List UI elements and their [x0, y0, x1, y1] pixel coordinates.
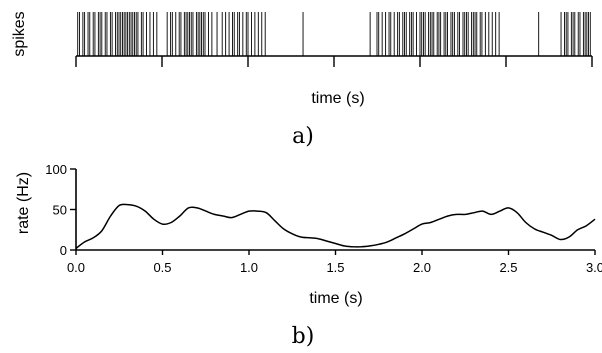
rate-y-tick-label: 100 [45, 162, 67, 177]
rate-x-tick-label: 1.5 [326, 260, 344, 275]
rate-y-ticks: 0 50 100 [45, 162, 76, 258]
rate-y-tick-label: 0 [60, 243, 67, 258]
panel-label-a: a) [292, 124, 314, 149]
rate-x-tick-label: 2.0 [413, 260, 431, 275]
raster-panel: spikes time (s) a) [11, 11, 593, 149]
raster-x-label: time (s) [311, 90, 364, 107]
rate-x-ticks: 0.0 0.5 1.0 1.5 2.0 2.5 3.0 [67, 250, 602, 275]
rate-x-tick-label: 1.0 [240, 260, 258, 275]
raster-x-ticks [75, 56, 593, 67]
rate-x-label: time (s) [309, 290, 362, 307]
rate-x-tick-label: 0.5 [153, 260, 171, 275]
rate-x-tick-label: 2.5 [499, 260, 517, 275]
rate-x-tick-label: 3.0 [586, 260, 602, 275]
rate-y-tick-label: 50 [53, 203, 67, 218]
rate-series-line [75, 203, 596, 249]
rate-x-tick-label: 0.0 [67, 260, 85, 275]
rate-y-label: rate (Hz) [15, 172, 32, 234]
spike-train [77, 12, 591, 56]
panel-label-b: b) [292, 324, 315, 349]
rate-panel: rate (Hz) 0 50 100 0.0 0.5 1.0 1.5 2.0 2.5 3.0 t… [15, 162, 602, 349]
raster-y-label: spikes [11, 11, 28, 56]
